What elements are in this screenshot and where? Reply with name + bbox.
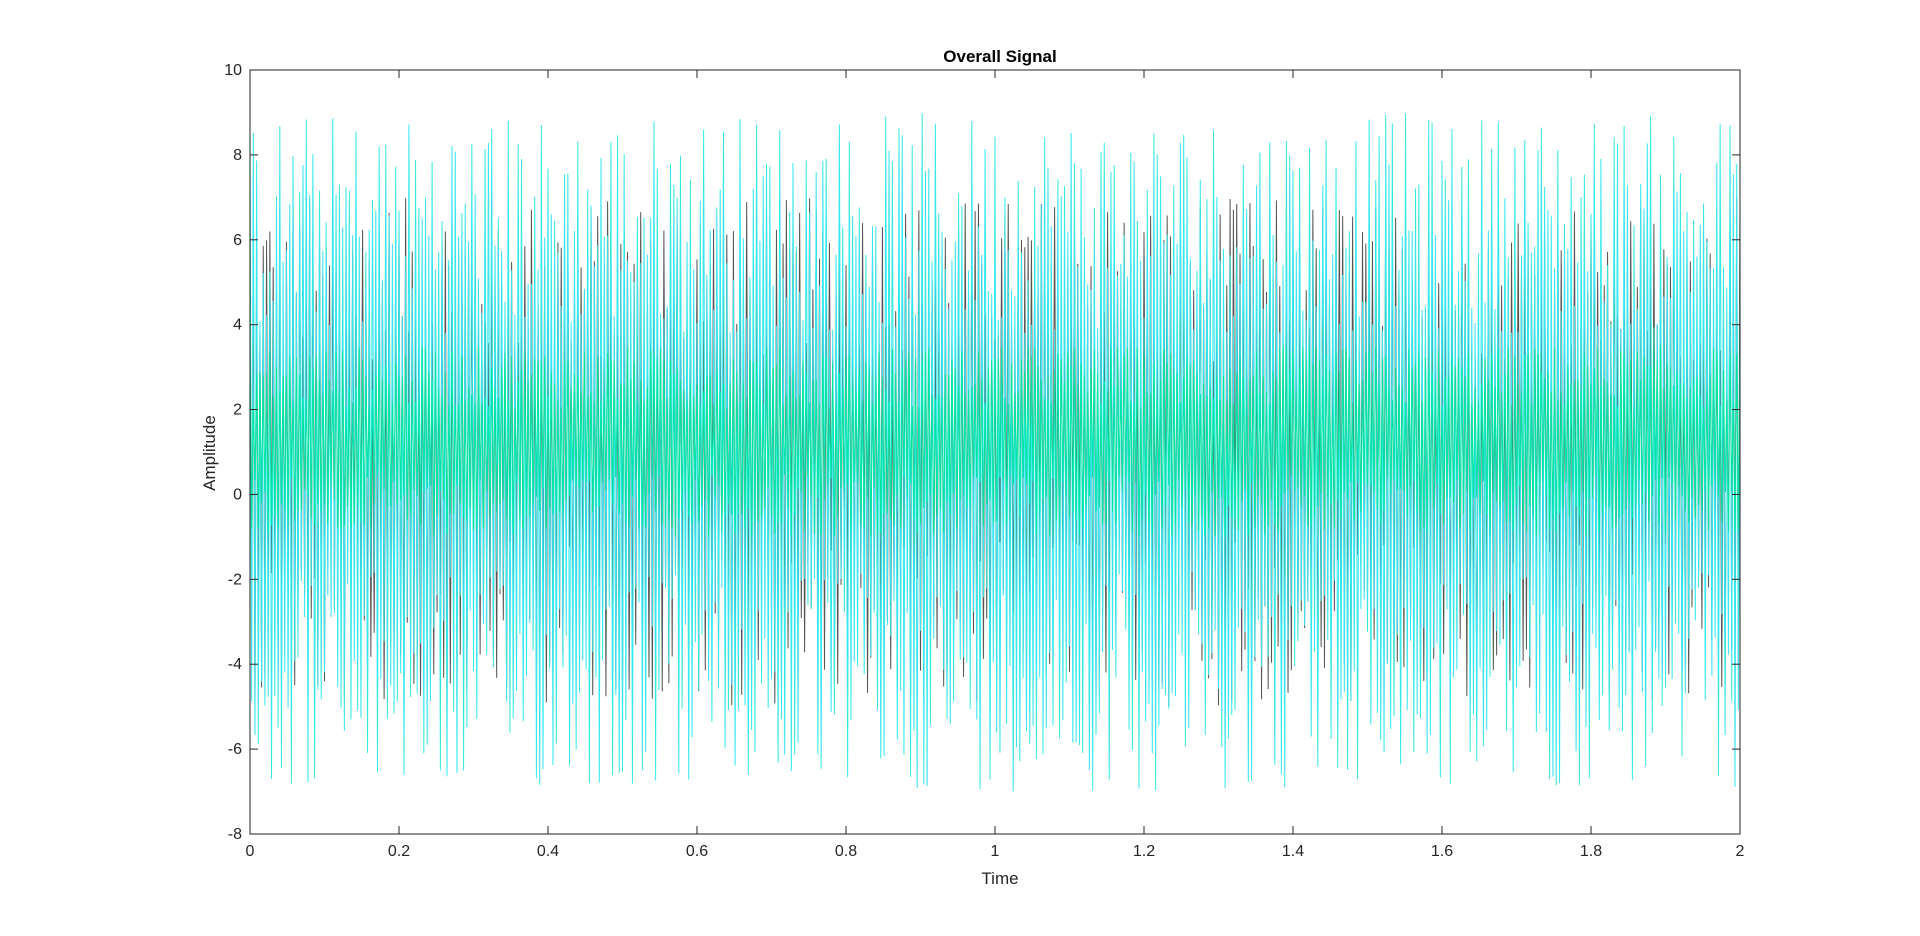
y-tick-label: 10 xyxy=(224,62,242,79)
series-line-3 xyxy=(250,346,1740,537)
y-tick-label: -6 xyxy=(228,741,242,758)
y-tick-label: -8 xyxy=(228,826,242,843)
y-axis-label: Amplitude xyxy=(200,415,219,491)
y-tick-label: 4 xyxy=(233,317,242,334)
y-tick-label: 6 xyxy=(233,232,242,249)
chart-title: Overall Signal xyxy=(943,47,1056,66)
x-tick-label: 1.2 xyxy=(1133,843,1155,860)
y-tick-label: -4 xyxy=(228,656,242,673)
x-tick-label: 0.4 xyxy=(537,843,559,860)
x-tick-label: 0.8 xyxy=(835,843,857,860)
series-layer xyxy=(250,113,1740,792)
x-tick-label: 1.8 xyxy=(1580,843,1602,860)
y-tick-label: 2 xyxy=(233,402,242,419)
x-tick-label: 0 xyxy=(246,843,255,860)
x-tick-label: 0.6 xyxy=(686,843,708,860)
y-tick-label: -2 xyxy=(228,571,242,588)
x-tick-label: 0.2 xyxy=(388,843,410,860)
x-tick-label: 1 xyxy=(991,843,1000,860)
y-tick-label: 0 xyxy=(233,486,242,503)
series-line-2 xyxy=(250,113,1740,792)
y-axis: -8 -6 -4 -2 0 2 4 6 8 10 xyxy=(224,62,1740,843)
x-axis-label: Time xyxy=(981,869,1018,888)
x-tick-label: 1.4 xyxy=(1282,843,1304,860)
y-tick-label: 8 xyxy=(233,147,242,164)
x-tick-label: 2 xyxy=(1736,843,1745,860)
x-tick-label: 1.6 xyxy=(1431,843,1453,860)
x-axis: 0 0.2 0.4 0.6 0.8 1 1.2 1.4 1.6 1.8 2 xyxy=(246,70,1745,860)
